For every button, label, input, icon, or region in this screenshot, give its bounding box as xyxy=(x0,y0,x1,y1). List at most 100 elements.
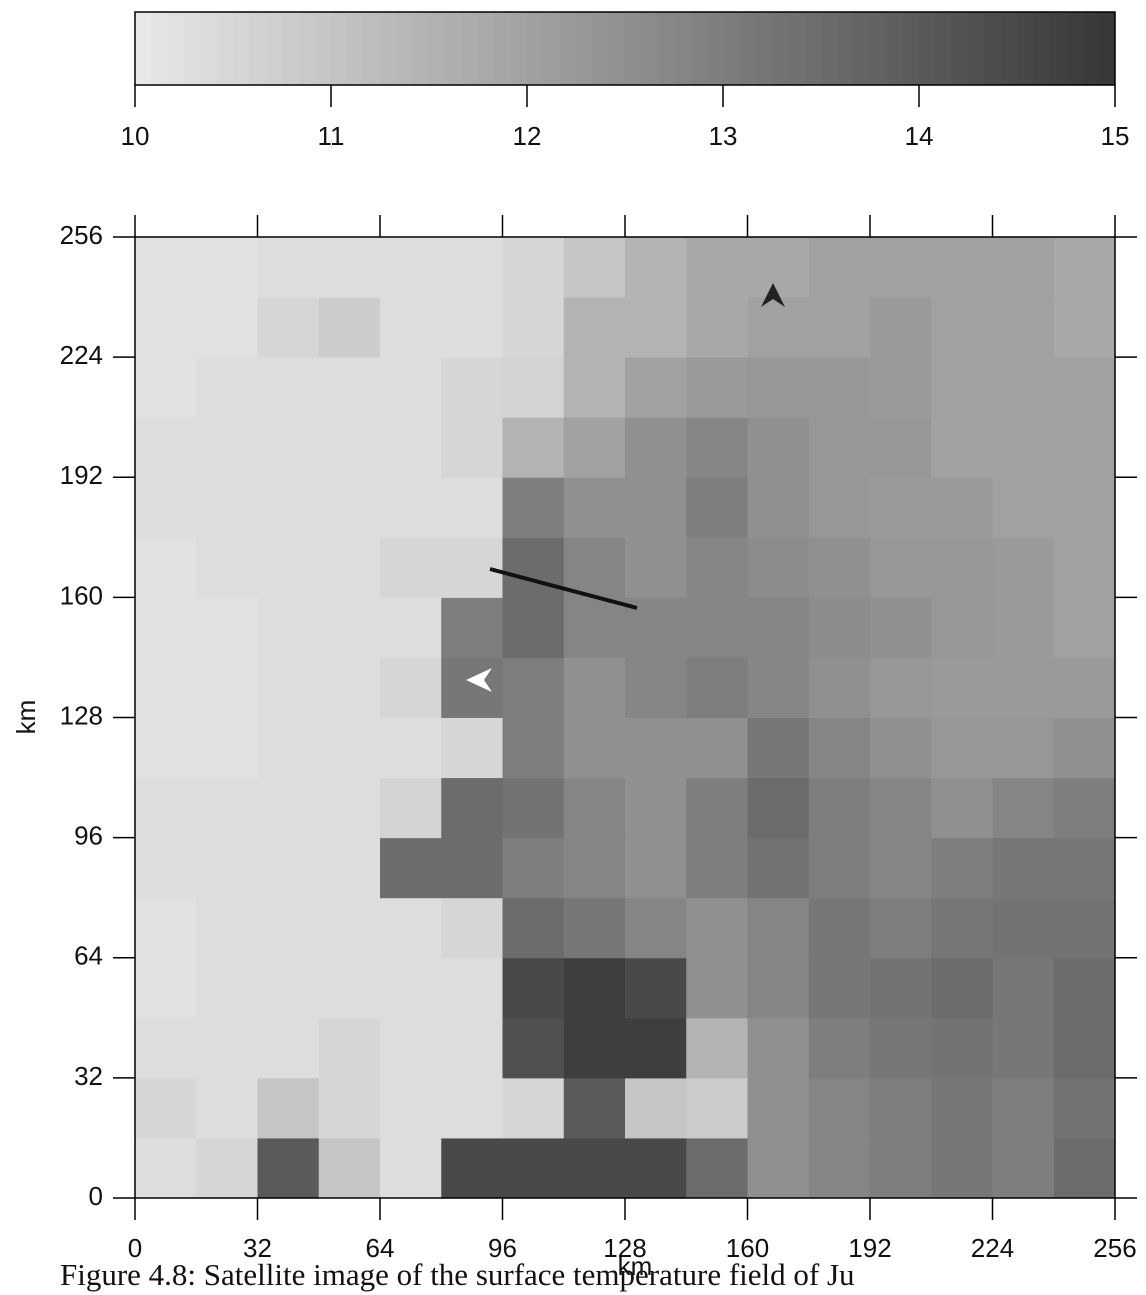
heatmap-cell xyxy=(993,1018,1055,1079)
heatmap-cell xyxy=(931,838,993,899)
heatmap-cell xyxy=(870,1138,932,1199)
heatmap-cell xyxy=(1054,1018,1116,1079)
heatmap-cell xyxy=(380,657,442,718)
x-tick-label: 192 xyxy=(848,1233,891,1263)
heatmap-cell xyxy=(503,657,565,718)
heatmap-cell xyxy=(1054,477,1116,538)
heatmap-cell xyxy=(809,477,871,538)
heatmap-cell xyxy=(931,657,993,718)
heatmap-cell xyxy=(258,778,320,839)
heatmap-cell xyxy=(870,477,932,538)
heatmap-cell xyxy=(319,1018,381,1079)
colorbar-step xyxy=(837,12,854,85)
colorbar-step xyxy=(462,12,479,85)
heatmap-cell xyxy=(380,898,442,959)
colorbar-step xyxy=(429,12,446,85)
heatmap-cell xyxy=(625,958,687,1019)
heatmap-cell xyxy=(686,417,748,478)
heatmap-cell xyxy=(503,597,565,658)
heatmap-cell xyxy=(380,297,442,358)
heatmap-cell xyxy=(993,597,1055,658)
heatmap-cell xyxy=(625,1078,687,1139)
heatmap-cell xyxy=(380,958,442,1019)
heatmap-cell xyxy=(1054,417,1116,478)
colorbar-step xyxy=(821,12,838,85)
heatmap-cell xyxy=(993,1078,1055,1139)
heatmap-cell xyxy=(196,597,258,658)
heatmap-cell xyxy=(503,237,565,298)
heatmap-cell xyxy=(135,958,197,1019)
heatmap-cell xyxy=(686,778,748,839)
heatmap-cell xyxy=(931,597,993,658)
heatmap-cell xyxy=(748,357,810,418)
heatmap-cell xyxy=(564,537,626,598)
heatmap-cell xyxy=(319,778,381,839)
colorbar-step xyxy=(984,12,1001,85)
heatmap-cell xyxy=(686,1018,748,1079)
heatmap-cell xyxy=(258,958,320,1019)
heatmap-cell xyxy=(870,898,932,959)
heatmap-cell xyxy=(686,838,748,899)
heatmap-cell xyxy=(380,838,442,899)
heatmap-cell xyxy=(319,297,381,358)
colorbar-step xyxy=(282,12,299,85)
heatmap-cell xyxy=(625,417,687,478)
heatmap-cell xyxy=(196,778,258,839)
heatmap-cell xyxy=(870,357,932,418)
heatmap-cell xyxy=(258,477,320,538)
heatmap-cell xyxy=(748,417,810,478)
heatmap-cell xyxy=(809,417,871,478)
heatmap-cell xyxy=(564,718,626,779)
heatmap-cell xyxy=(135,537,197,598)
heatmap-cell xyxy=(503,477,565,538)
heatmap-cell xyxy=(686,1138,748,1199)
y-axis-label: km xyxy=(11,700,41,735)
heatmap-cell xyxy=(625,537,687,598)
colorbar-step xyxy=(560,12,577,85)
colorbar-step xyxy=(625,12,642,85)
heatmap-cell xyxy=(503,297,565,358)
heatmap-cell xyxy=(196,357,258,418)
heatmap-cell xyxy=(748,718,810,779)
heatmap-cell xyxy=(931,237,993,298)
heatmap-cell xyxy=(931,778,993,839)
heatmap-cell xyxy=(993,477,1055,538)
heatmap-cell xyxy=(870,778,932,839)
heatmap-cell xyxy=(258,1078,320,1139)
heatmap-cell xyxy=(993,958,1055,1019)
heatmap-cell xyxy=(809,357,871,418)
heatmap-cell xyxy=(441,417,503,478)
colorbar-step xyxy=(674,12,691,85)
heatmap-cell xyxy=(135,1018,197,1079)
heatmap-cell xyxy=(380,357,442,418)
colorbar-step xyxy=(347,12,364,85)
heatmap-cell xyxy=(135,1138,197,1199)
heatmap-cell xyxy=(748,657,810,718)
heatmap-cell xyxy=(503,1138,565,1199)
heatmap-cell xyxy=(441,958,503,1019)
colorbar-step xyxy=(494,12,511,85)
heatmap-cell xyxy=(748,838,810,899)
heatmap-cell xyxy=(503,417,565,478)
heatmap-cell xyxy=(1054,297,1116,358)
heatmap-cell xyxy=(258,417,320,478)
heatmap-cell xyxy=(686,718,748,779)
heatmap-cell xyxy=(441,1018,503,1079)
heatmap-cell xyxy=(870,838,932,899)
heatmap-cell xyxy=(1054,838,1116,899)
heatmap-cell xyxy=(625,898,687,959)
heatmap-cell xyxy=(809,778,871,839)
colorbar-step xyxy=(233,12,250,85)
heatmap-cell xyxy=(196,1018,258,1079)
heatmap-cell xyxy=(135,1078,197,1139)
colorbar-tick-label: 14 xyxy=(905,121,934,151)
colorbar-step xyxy=(805,12,822,85)
heatmap-cell xyxy=(809,1018,871,1079)
colorbar-step xyxy=(511,12,528,85)
heatmap-cell xyxy=(1054,357,1116,418)
heatmap-cell xyxy=(258,357,320,418)
heatmap-cell xyxy=(748,477,810,538)
heatmap-cell xyxy=(870,657,932,718)
heatmap-cell xyxy=(441,237,503,298)
heatmap-cell xyxy=(564,357,626,418)
